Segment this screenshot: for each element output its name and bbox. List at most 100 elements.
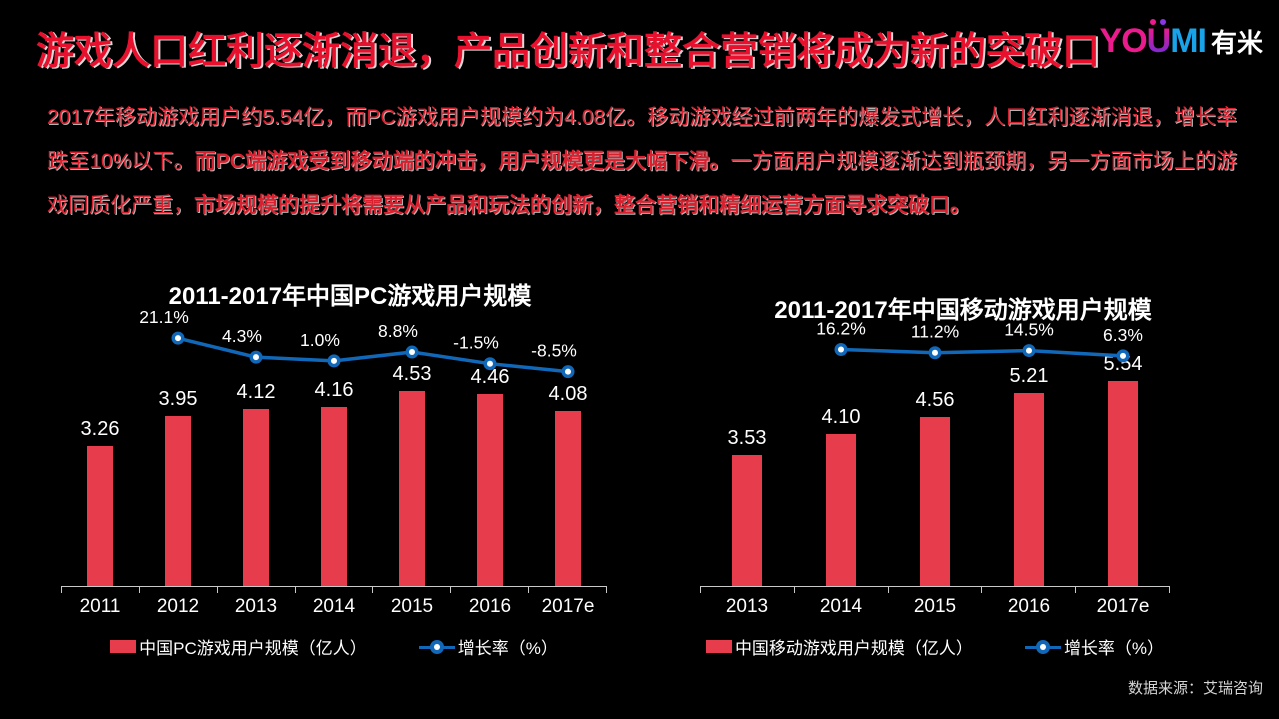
- axis-tick-mark: [605, 587, 607, 593]
- line-icon-dot-center: [1039, 643, 1046, 650]
- legend-label: 增长率（%）: [1063, 639, 1165, 658]
- umlaut-dot-left-icon: [1149, 19, 1156, 25]
- x-tick-label: 2017e: [541, 596, 595, 617]
- bar-value-label: 4.10: [821, 406, 861, 429]
- logo-text-yo: YO: [1099, 22, 1148, 60]
- line-icon-dot-center: [433, 643, 440, 650]
- bar-value-label: 4.12: [236, 380, 276, 403]
- chart-title: 2011-2017年中国PC游戏用户规模: [168, 283, 532, 310]
- axis-tick-mark: [700, 587, 701, 593]
- plot-area: 21.1% 4.3% 1.0% 8.8% -1.5% -8.5% 3.26 3.95 4.12…: [61, 298, 607, 586]
- bar: [555, 410, 581, 586]
- chart-column: 4.16: [295, 379, 373, 586]
- chart-column: 4.12: [217, 381, 295, 586]
- axis-ticks: [61, 587, 607, 593]
- page-title: 游戏人口红利逐渐消退，产品创新和整合营销将成为新的突破口: [36, 31, 1101, 73]
- intro-emphasis-text: 而PC端游戏受到移动端的冲击，用户规模更是大幅下滑。: [194, 150, 731, 173]
- bar-columns: 3.53 4.10 4.56 5.21 5.54: [700, 298, 1170, 586]
- intro-paragraph: 2017年移动游戏用户约5.54亿，而PC游戏用户规模约为4.08亿。移动游戏经…: [47, 96, 1237, 228]
- line-series-icon: [1024, 639, 1061, 654]
- bar-value-label: 5.21: [1009, 365, 1049, 388]
- bar-value-label: 4.46: [470, 366, 510, 389]
- chart-legend: 中国移动游戏用户规模（亿人） 增长率（%）: [700, 634, 1170, 659]
- legend-item-line-series: 增长率（%）: [418, 634, 558, 659]
- youmi-logo: YO U MI 有米: [1099, 19, 1263, 61]
- bar: [732, 455, 762, 586]
- chart-column: 4.53: [373, 363, 451, 586]
- bar-columns: 3.26 3.95 4.12 4.16 4.53 4.46 4.08: [61, 298, 607, 586]
- legend-item-bar-series: 中国PC游戏用户规模（亿人）: [110, 634, 367, 659]
- axis-tick-mark: [528, 587, 530, 593]
- bar-value-label: 3.53: [727, 427, 767, 450]
- bar-series-swatch-icon: [705, 640, 732, 653]
- axis-tick-mark: [138, 587, 140, 593]
- bar: [243, 408, 269, 586]
- x-tick-label: 2013: [725, 596, 769, 617]
- bar: [321, 407, 347, 586]
- bar: [826, 434, 856, 586]
- x-tick-label: 2014: [819, 596, 863, 617]
- source-note: 数据来源：艾瑞咨询: [1127, 680, 1263, 697]
- intro-text: 一方面用户规模逐渐达到瓶颈期，另一方面市场上的游戏同质化严重，: [47, 150, 1238, 217]
- chart-column: 4.10: [794, 406, 888, 586]
- x-axis: [61, 586, 607, 593]
- x-axis: [700, 586, 1170, 593]
- bar-value-label: 4.56: [915, 389, 955, 412]
- logo-text-chinese: 有米: [1210, 28, 1263, 58]
- chart-column: 4.08: [529, 383, 607, 586]
- bar: [1014, 393, 1044, 586]
- x-axis-labels: 2013 2014 2015 2016 2017e: [700, 596, 1170, 618]
- x-axis-labels: 2011 2012 2013 2014 2015 2016 2017e: [61, 596, 607, 618]
- x-tick-label: 2015: [390, 596, 434, 617]
- x-tick-label: 2016: [468, 596, 512, 617]
- chart-column: 5.54: [1076, 353, 1170, 586]
- chart-column: 5.21: [982, 365, 1076, 586]
- chart-legend: 中国PC游戏用户规模（亿人） 增长率（%）: [61, 634, 607, 659]
- bar: [920, 417, 950, 586]
- x-tick-label: 2014: [312, 596, 356, 617]
- axis-tick-mark: [887, 587, 889, 593]
- x-tick-label: 2016: [1007, 596, 1051, 617]
- bar-value-label: 4.16: [314, 379, 354, 402]
- legend-label: 增长率（%）: [457, 639, 558, 658]
- bar-value-label: 4.53: [392, 363, 432, 386]
- intro-text: 2017年移动游戏用户约5.54亿，而PC游戏用户规模约为4.08亿。移动游戏经…: [47, 106, 1237, 173]
- intro-emphasis-text: 市场规模的提升将需要从产品和玩法的创新，整合营销和精细运营方面寻求突破口。: [194, 194, 971, 217]
- bar: [477, 394, 503, 586]
- axis-tick-mark: [981, 587, 983, 593]
- chart-column: 4.46: [451, 366, 529, 586]
- axis-tick-mark: [61, 587, 62, 593]
- line-series-icon: [418, 639, 455, 654]
- bar-value-label: 3.26: [80, 417, 120, 440]
- chart-column: 3.53: [700, 427, 794, 586]
- axis-tick-mark: [1075, 587, 1077, 593]
- x-tick-label: 2011: [79, 596, 121, 617]
- logo-letter-u: U: [1146, 19, 1172, 61]
- legend-item-bar-series: 中国移动游戏用户规模（亿人）: [705, 634, 973, 659]
- x-tick-label: 2017e: [1096, 596, 1150, 617]
- plot-area: 16.2% 11.2% 14.5% 6.3% 3.53 4.10 4.56 5.21 5.54: [700, 298, 1170, 586]
- chart-column: 4.56: [888, 389, 982, 586]
- logo-text-u: U: [1146, 22, 1172, 60]
- axis-tick-mark: [372, 587, 374, 593]
- axis-tick-mark: [450, 587, 452, 593]
- legend-label: 中国PC游戏用户规模（亿人）: [139, 639, 367, 658]
- axis-ticks: [700, 587, 1170, 593]
- axis-tick-mark: [793, 587, 795, 593]
- axis-tick-mark: [216, 587, 218, 593]
- mobile-games-chart: 2011-2017年中国移动游戏用户规模 16.2% 11.2% 14.5% 6.3%…: [700, 276, 1170, 678]
- bar-value-label: 5.54: [1103, 353, 1143, 376]
- logo-text-mi: MI: [1170, 22, 1207, 60]
- bar-value-label: 4.08: [548, 382, 588, 405]
- bar: [399, 391, 425, 586]
- chart-column: 3.95: [139, 388, 217, 586]
- chart-title: 2011-2017年中国移动游戏用户规模: [774, 297, 1152, 324]
- bar: [165, 416, 191, 586]
- bar: [1108, 381, 1138, 586]
- axis-tick-mark: [1168, 587, 1170, 593]
- x-tick-label: 2013: [234, 596, 278, 617]
- axis-tick-mark: [294, 587, 296, 593]
- legend-label: 中国移动游戏用户规模（亿人）: [734, 639, 973, 658]
- x-tick-label: 2015: [913, 596, 957, 617]
